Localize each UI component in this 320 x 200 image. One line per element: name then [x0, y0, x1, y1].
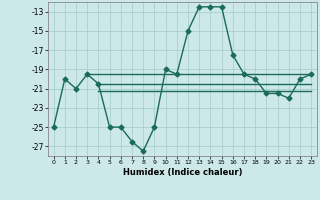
- X-axis label: Humidex (Indice chaleur): Humidex (Indice chaleur): [123, 168, 242, 177]
